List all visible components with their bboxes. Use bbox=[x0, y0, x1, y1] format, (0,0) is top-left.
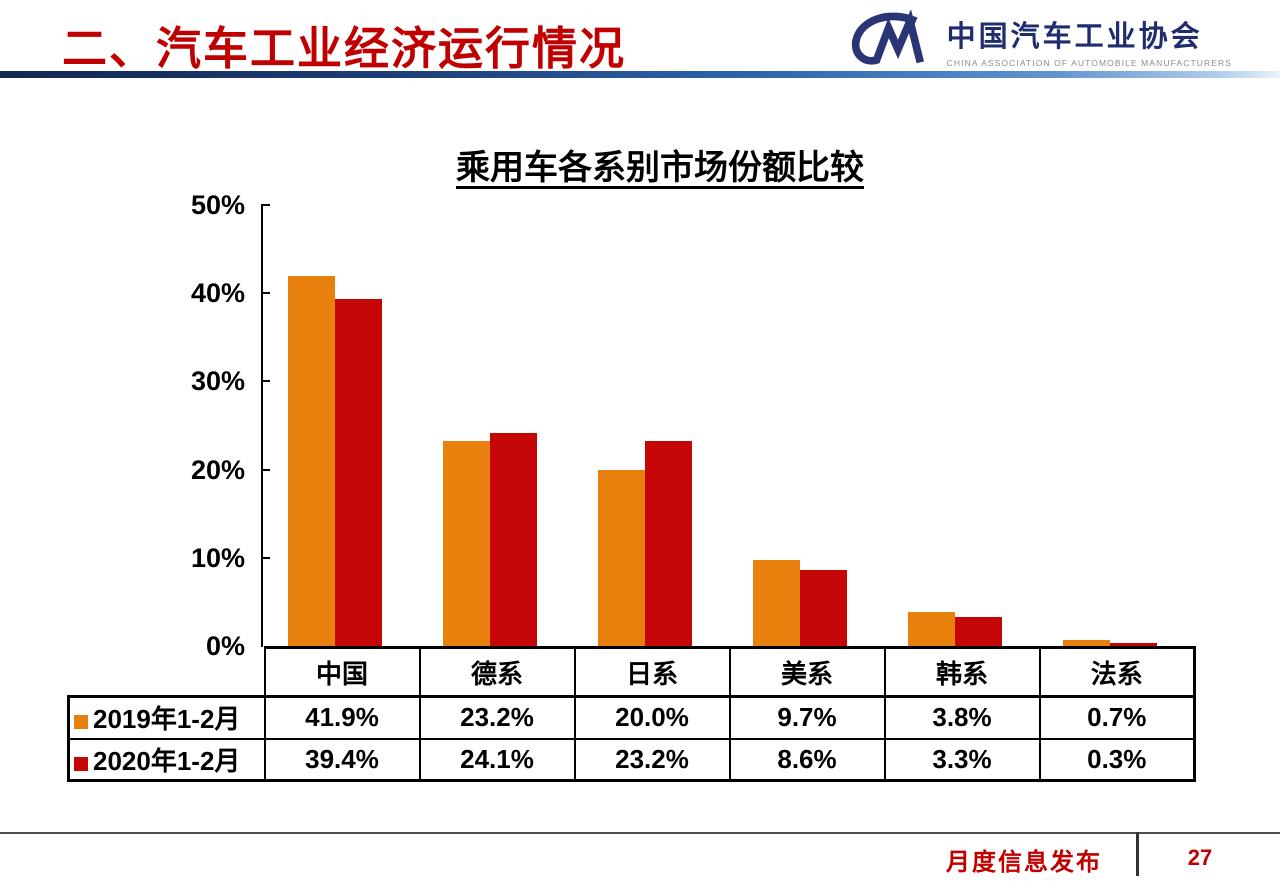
page-title: 二、汽车工业经济运行情况 bbox=[62, 23, 627, 74]
column-header-中国: 中国 bbox=[263, 646, 421, 698]
legend-label-2020年1-2月: 2020年1-2月 bbox=[67, 737, 266, 782]
caam-org-name-en: CHINA ASSOCIATION OF AUTOMOBILE MANUFACT… bbox=[946, 57, 1232, 68]
column-header-德系: 德系 bbox=[418, 646, 576, 698]
bar-2020年1-2月-德系 bbox=[489, 433, 537, 646]
page-number: 27 bbox=[1187, 845, 1213, 870]
column-header-法系: 法系 bbox=[1038, 646, 1196, 698]
bar-2020年1-2月-法系 bbox=[1110, 643, 1158, 646]
value-cell-2020年1-2月-韩系: 3.3% bbox=[883, 737, 1041, 782]
y-axis-label-50: 50% bbox=[190, 190, 245, 220]
value-cell-2020年1-2月-美系: 8.6% bbox=[728, 737, 886, 782]
value-cell-2020年1-2月-日系: 23.2% bbox=[573, 737, 731, 782]
y-axis-label-20: 20% bbox=[190, 454, 245, 485]
y-axis-tick bbox=[261, 468, 270, 471]
value-cell-2020年1-2月-法系: 0.3% bbox=[1038, 737, 1196, 782]
footer-label: 月度信息发布 bbox=[946, 849, 1102, 876]
caam-org-name-cn: 中国汽车工业协会 bbox=[946, 20, 1203, 53]
bar-2019年1-2月-韩系 bbox=[908, 612, 956, 646]
bar-2019年1-2月-法系 bbox=[1063, 639, 1111, 646]
legend-swatch-2020年1-2月 bbox=[74, 756, 88, 771]
bar-2019年1-2月-中国 bbox=[287, 276, 335, 646]
bar-2019年1-2月-日系 bbox=[597, 469, 645, 646]
y-axis-label-40: 40% bbox=[190, 278, 245, 309]
y-axis-label-10: 10% bbox=[190, 542, 245, 573]
legend-label-2019年1-2月: 2019年1-2月 bbox=[67, 695, 266, 740]
y-axis-tick bbox=[261, 204, 270, 206]
value-cell-2019年1-2月-韩系: 3.8% bbox=[883, 695, 1041, 740]
value-cell-2020年1-2月-中国: 39.4% bbox=[263, 737, 421, 782]
bar-2020年1-2月-中国 bbox=[334, 298, 382, 646]
bar-plot-area bbox=[263, 205, 1194, 646]
chart-title: 乘用车各系别市场份额比较 bbox=[456, 149, 864, 187]
market-share-table: 中国 德系 日系 美系 韩系 法系 2019年1-2月 41.9% 23.2% 20.0% 9.7%… bbox=[67, 646, 1196, 782]
y-axis-label-0: 0% bbox=[205, 631, 245, 661]
value-cell-2019年1-2月-美系: 9.7% bbox=[728, 695, 886, 740]
column-header-韩系: 韩系 bbox=[883, 646, 1041, 698]
bar-2019年1-2月-美系 bbox=[753, 560, 801, 646]
bar-2019年1-2月-德系 bbox=[442, 441, 490, 646]
bar-2020年1-2月-韩系 bbox=[955, 616, 1003, 646]
header-divider-rule bbox=[0, 71, 1280, 78]
y-axis-tick bbox=[261, 380, 270, 383]
table-corner-cell bbox=[69, 648, 265, 697]
y-axis-label-30: 30% bbox=[190, 366, 245, 397]
column-header-日系: 日系 bbox=[573, 646, 731, 698]
bar-2020年1-2月-日系 bbox=[644, 441, 692, 646]
caam-logo-icon bbox=[851, 10, 924, 65]
footer-rule bbox=[0, 832, 1280, 834]
value-cell-2020年1-2月-德系: 24.1% bbox=[418, 737, 576, 782]
value-cell-2019年1-2月-德系: 23.2% bbox=[418, 695, 576, 740]
caam-logo: 中国汽车工业协会 CHINA ASSOCIATION OF AUTOMOBILE… bbox=[849, 10, 1232, 70]
value-cell-2019年1-2月-日系: 20.0% bbox=[573, 695, 731, 740]
legend-swatch-2019年1-2月 bbox=[74, 715, 88, 730]
bar-2020年1-2月-美系 bbox=[800, 570, 848, 646]
y-axis-line bbox=[261, 205, 263, 647]
footer-divider bbox=[1136, 832, 1139, 876]
value-cell-2019年1-2月-法系: 0.7% bbox=[1038, 695, 1196, 740]
value-cell-2019年1-2月-中国: 41.9% bbox=[263, 695, 421, 740]
y-axis-tick bbox=[261, 556, 270, 559]
column-header-美系: 美系 bbox=[728, 646, 886, 698]
caam-logo-text: 中国汽车工业协会 CHINA ASSOCIATION OF AUTOMOBILE… bbox=[947, 13, 1232, 68]
y-axis-tick bbox=[261, 292, 270, 295]
